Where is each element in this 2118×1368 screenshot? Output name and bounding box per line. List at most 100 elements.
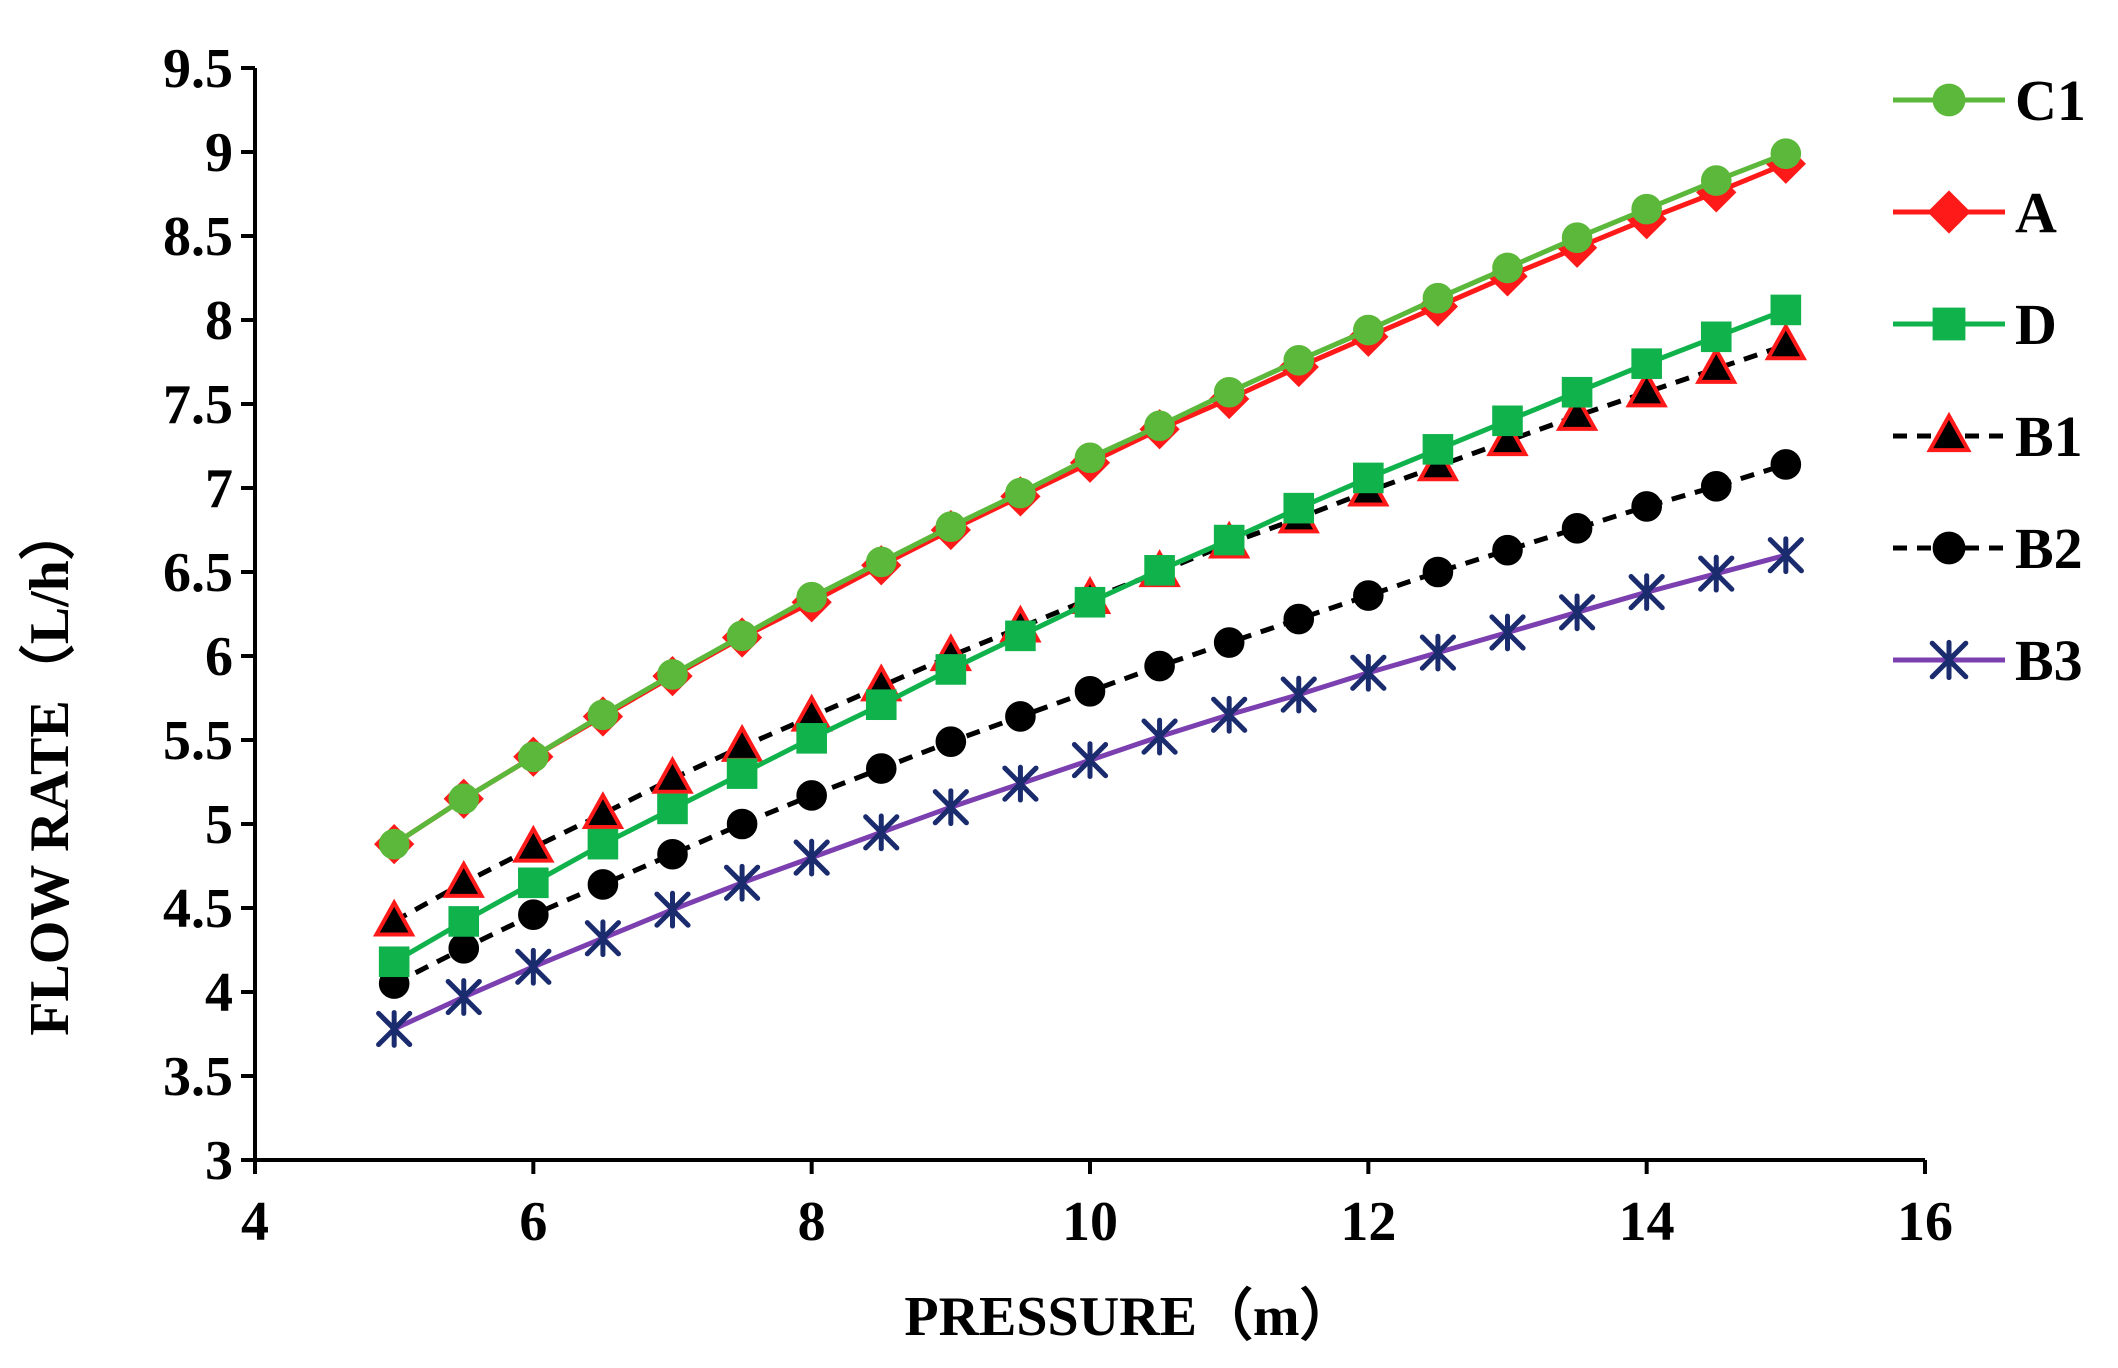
legend-marker-b3-glyph (1929, 639, 1969, 681)
data-point-d (1700, 321, 1732, 353)
data-point-b3-glyph (1002, 764, 1039, 803)
data-point-b3-glyph (1558, 593, 1596, 632)
x-tick-label: 12 (1340, 1191, 1396, 1253)
data-point-b3 (1280, 675, 1317, 714)
data-point-b2 (1700, 471, 1732, 502)
axes: 3 3.5 4 4.5 5 5.5 6 6.5 7 7.5 8 8.5 9 9.5 4 6 8 10 12 14 16 (163, 38, 1953, 1253)
data-point-d (796, 723, 827, 754)
y-tick-label: 3 (205, 1130, 233, 1192)
legend-item-b3: B3 (1893, 628, 2083, 693)
data-point-b3 (515, 947, 552, 986)
data-point-d (1283, 492, 1315, 524)
x-axis-title: PRESSURE（m） (904, 1285, 1355, 1348)
data-point-c1 (726, 620, 758, 652)
data-point-c1 (1631, 193, 1662, 225)
data-point-b2 (796, 780, 827, 811)
y-tick-label: 9.5 (163, 38, 233, 100)
data-point-b3-glyph (1141, 717, 1178, 756)
data-point-b3 (793, 838, 830, 877)
data-point-b1 (372, 898, 416, 937)
data-point-d (1144, 555, 1175, 586)
data-point-b2 (865, 753, 897, 784)
legend-marker-a (1927, 190, 1971, 234)
data-point-c1 (1422, 282, 1454, 314)
x-tick-label: 16 (1897, 1191, 1953, 1253)
data-point-d (587, 828, 619, 860)
data-point-b3-glyph (932, 788, 969, 827)
data-point-b3-glyph (376, 1010, 413, 1048)
y-tick-label: 5 (205, 794, 233, 856)
data-point-b3 (1489, 613, 1526, 652)
legend-label-a: A (2015, 180, 2057, 245)
legend-item-a: A (1893, 180, 2057, 245)
data-point-b2 (448, 933, 480, 964)
data-point-c1 (657, 659, 688, 690)
data-point-b2 (1074, 675, 1106, 707)
data-point-d (657, 793, 688, 825)
data-point-c1 (1561, 222, 1593, 253)
data-point-b1 (1695, 345, 1738, 384)
data-point-d (726, 758, 758, 789)
x-tick-label: 6 (519, 1191, 547, 1253)
data-point-b1 (651, 755, 694, 794)
data-point-b3 (1141, 717, 1178, 756)
data-point-c1 (378, 828, 410, 860)
data-point-b2 (657, 838, 688, 870)
legend-marker-b1 (1926, 411, 1972, 453)
legend-label-d: D (2015, 292, 2057, 357)
data-point-b2 (1283, 603, 1315, 635)
x-tick-label: 10 (1062, 1191, 1118, 1253)
data-point-c1 (796, 581, 827, 613)
data-point-b2 (1005, 701, 1036, 732)
data-point-b3 (1350, 653, 1387, 692)
data-point-d (1005, 620, 1036, 652)
data-point-b1 (442, 859, 485, 898)
y-tick-label: 4 (205, 962, 233, 1024)
data-point-c1 (865, 546, 897, 578)
data-point-d (1631, 348, 1662, 379)
data-point-b3-glyph (584, 919, 622, 958)
data-point-c1 (1144, 410, 1175, 442)
data-point-c1 (1700, 165, 1732, 196)
legend-label-b2: B2 (2015, 516, 2083, 581)
legend-item-b2: B2 (1893, 516, 2083, 581)
data-point-b3 (654, 890, 691, 929)
legend-item-c1: C1 (1893, 68, 2086, 133)
legend-marker-b3 (1929, 639, 1969, 681)
data-point-d (1492, 405, 1523, 437)
legend-item-b1: B1 (1893, 404, 2083, 469)
data-point-c1 (1213, 376, 1245, 408)
data-point-b2 (587, 869, 619, 900)
data-point-b3 (1628, 573, 1665, 612)
data-point-d (1422, 434, 1454, 465)
data-point-b2 (1422, 556, 1454, 588)
data-point-b2 (1770, 449, 1802, 480)
data-point-b3 (1002, 764, 1039, 803)
data-point-d (448, 906, 480, 937)
series-d (378, 294, 1802, 978)
series-c1 (378, 138, 1802, 860)
legend-marker-b2 (1932, 531, 1966, 565)
data-point-c1 (1283, 345, 1315, 376)
y-tick-label: 4.5 (163, 878, 233, 940)
y-tick-label: 6 (205, 626, 233, 688)
data-point-c1 (1005, 477, 1036, 509)
data-point-b1 (1486, 418, 1529, 457)
data-point-d (935, 654, 967, 685)
data-point-c1 (1492, 252, 1523, 284)
series-b3 (376, 536, 1804, 1048)
data-point-b3 (1211, 695, 1248, 734)
series-layer (372, 138, 1808, 1048)
y-axis-title: FLOW RATE（L/h） (18, 504, 81, 1036)
data-point-b3 (863, 813, 900, 852)
data-point-b3-glyph (445, 978, 482, 1016)
y-tick-label: 5.5 (163, 710, 233, 772)
data-point-b1 (720, 723, 764, 762)
data-point-b2 (935, 726, 967, 757)
x-tick-label: 8 (798, 1191, 826, 1253)
data-point-b3 (1558, 593, 1596, 632)
data-point-b3-glyph (515, 947, 552, 986)
y-tick-label: 3.5 (163, 1046, 233, 1108)
